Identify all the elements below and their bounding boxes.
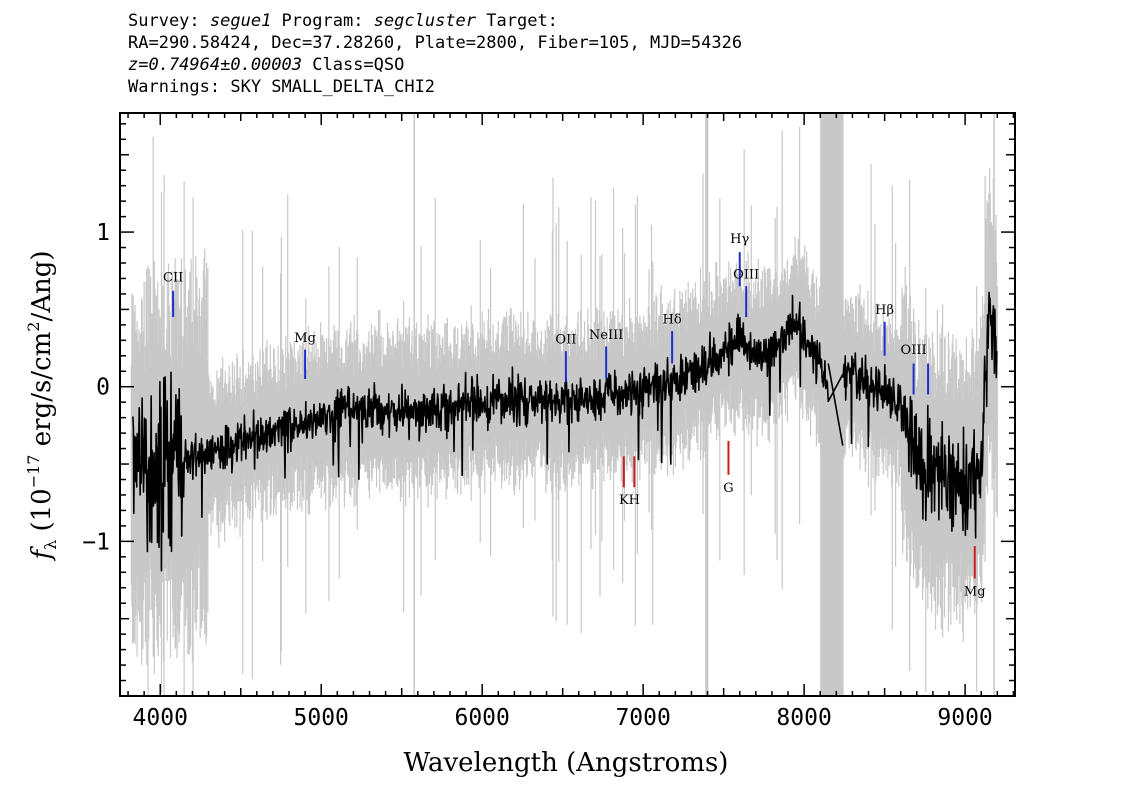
x-tick-label-0: 4000 bbox=[133, 705, 188, 731]
survey-prefix: Survey: bbox=[128, 11, 210, 31]
emission-line-label-4: Hδ bbox=[663, 312, 682, 327]
redshift-value: z=0.74964±0.00003 bbox=[128, 55, 302, 75]
flux-layer bbox=[132, 291, 998, 572]
emission-line-label-8: OIII bbox=[901, 343, 927, 358]
class-value: Class=QSO bbox=[302, 55, 405, 75]
spectrum-header: Survey: segue1 Program: segcluster Targe… bbox=[128, 10, 742, 98]
y-axis-units: erg/s/cm bbox=[27, 332, 57, 455]
y-axis-exponent: −17 bbox=[24, 455, 43, 489]
absorption-line-label-2: G bbox=[723, 481, 733, 496]
emission-line-label-2: OII bbox=[555, 332, 576, 347]
y-tick-label-1: 0 bbox=[96, 375, 110, 401]
axes: 4000 5000 6000 7000 8000 9000 −1 0 1 bbox=[82, 113, 1015, 731]
y-axis-subscript: λ bbox=[41, 540, 60, 550]
program-prefix: Program: bbox=[271, 11, 374, 31]
masked-region-0 bbox=[820, 113, 844, 696]
header-line-warnings: Warnings: SKY SMALL_DELTA_CHI2 bbox=[128, 77, 436, 97]
target-suffix: Target: bbox=[476, 11, 558, 31]
emission-line-label-1: Mg bbox=[294, 331, 316, 346]
survey-name: segue1 bbox=[209, 11, 272, 31]
x-tick-label-5: 9000 bbox=[937, 705, 992, 731]
emission-line-label-7: Hβ bbox=[875, 303, 894, 318]
spectral-line-markers: CII Mg OII NeIII Hδ Hγ OIII Hβ OIII K H G Mg bbox=[163, 232, 986, 600]
header-line-redshift: z=0.74964±0.00003 Class=QSO bbox=[128, 54, 742, 76]
y-axis-exponent-2: 2 bbox=[24, 322, 43, 332]
absorption-line-label-0: K bbox=[619, 493, 629, 508]
x-tick-label-2: 6000 bbox=[454, 705, 509, 731]
emission-line-label-3: NeIII bbox=[589, 328, 623, 343]
y-tick-label-2: 1 bbox=[96, 220, 110, 246]
emission-line-label-0: CII bbox=[163, 271, 183, 286]
y-tick-label-0: −1 bbox=[82, 529, 110, 555]
x-tick-label-3: 7000 bbox=[615, 705, 670, 731]
emission-line-label-5: Hγ bbox=[730, 232, 749, 247]
plot-frame bbox=[119, 112, 1016, 697]
program-name: segcluster bbox=[373, 11, 477, 31]
header-line-survey: Survey: segue1 Program: segcluster Targe… bbox=[128, 10, 742, 32]
x-axis-title: Wavelength (Angstroms) bbox=[404, 748, 729, 778]
y-axis-close: /Ang) bbox=[27, 250, 57, 321]
x-tick-label-1: 5000 bbox=[294, 705, 349, 731]
absorption-line-label-1: H bbox=[629, 493, 640, 508]
flux-line bbox=[132, 291, 998, 572]
interpolated-gap bbox=[827, 363, 844, 446]
y-axis-open: (10 bbox=[27, 488, 57, 540]
header-line-coordinates: RA=290.58424, Dec=37.28260, Plate=2800, … bbox=[128, 33, 743, 53]
y-axis-title: fλ (10−17 erg/s/cm2/Ang) bbox=[24, 250, 60, 561]
absorption-line-label-3: Mg bbox=[964, 584, 986, 599]
emission-line-label-6: OIII bbox=[733, 267, 759, 282]
x-tick-label-4: 8000 bbox=[776, 705, 831, 731]
